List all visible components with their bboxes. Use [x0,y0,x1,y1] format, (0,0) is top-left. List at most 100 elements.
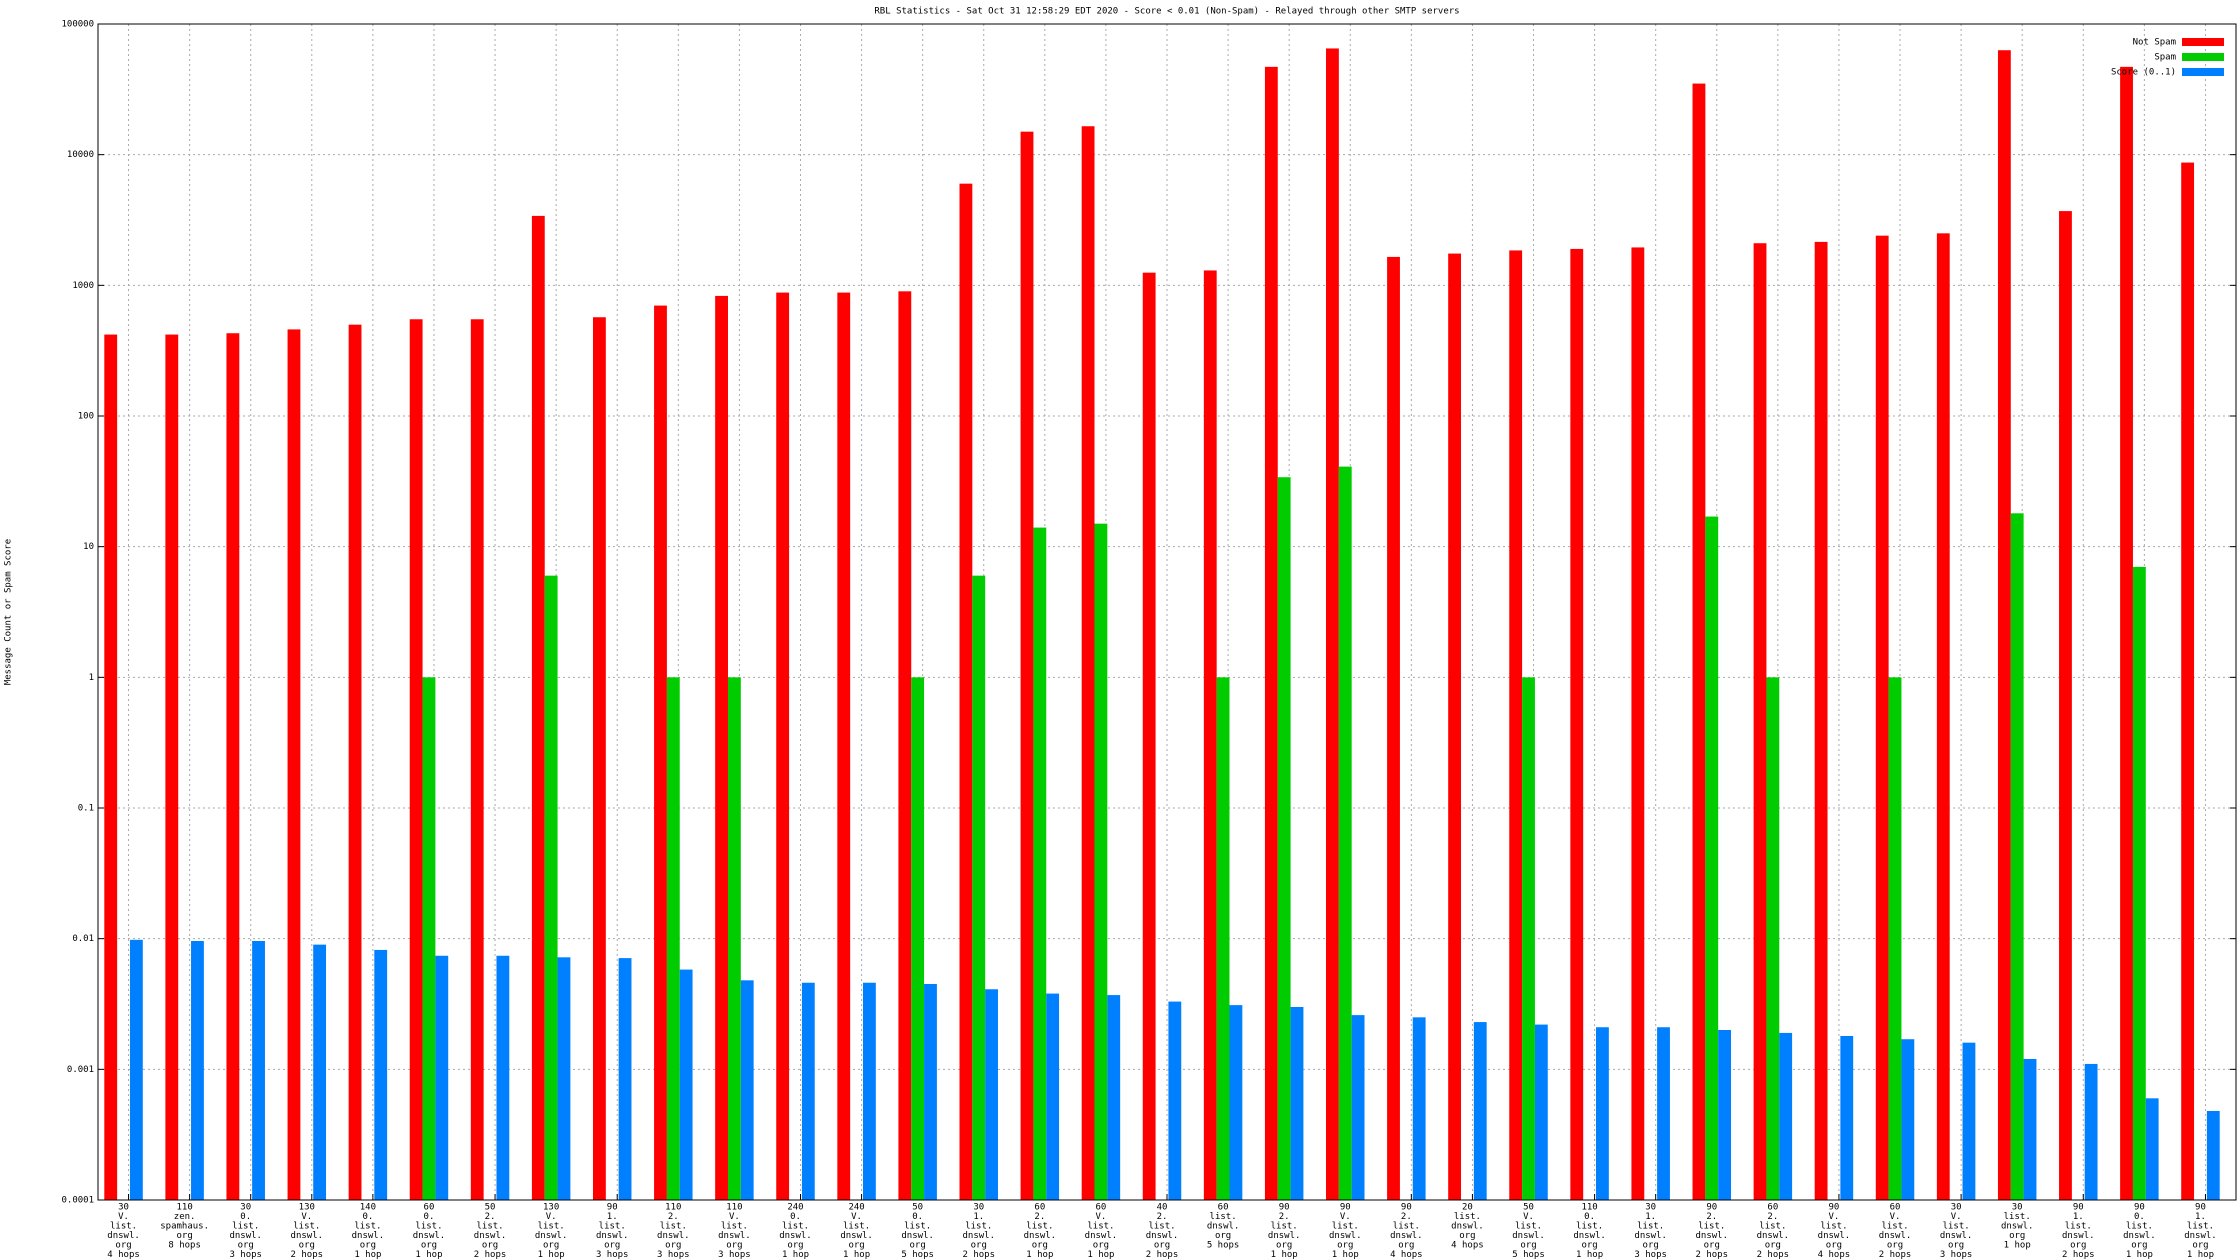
x-tick-label: org [115,1241,131,1251]
bar [1473,1022,1487,1200]
x-tick-label: dnswl. [2123,1231,2156,1241]
x-tick-label: spamhaus. [160,1222,209,1232]
bar [666,677,680,1200]
bar [1142,272,1156,1200]
x-tick-label: 30 [240,1203,251,1213]
bar [924,983,937,1200]
bar [1814,241,1828,1200]
x-tick-label: dnswl. [840,1231,873,1241]
x-tick-label: list. [965,1222,992,1232]
x-tick-label: 1 hop [2126,1250,2153,1260]
bar [470,319,484,1200]
bar [972,575,986,1200]
x-tick-label: 20 [1462,1203,1473,1213]
bar [496,955,510,1200]
x-tick-label: org [2070,1241,2086,1251]
x-tick-label: org [726,1241,742,1251]
x-tick-label: 0. [912,1212,923,1222]
x-tick-label: org [238,1241,254,1251]
bar [544,575,558,1200]
x-tick-label: V. [1890,1212,1901,1222]
bar [618,958,632,1200]
x-tick-label: org [1093,1241,1109,1251]
x-tick-label: dnswl. [413,1231,446,1241]
x-tick-label: dnswl. [718,1231,751,1241]
y-tick-label: 100000 [61,20,94,30]
x-tick-label: 1 hop [1332,1250,1359,1260]
x-tick-label: dnswl. [1696,1231,1729,1241]
bar [2181,162,2195,1201]
bar [191,940,204,1200]
x-tick-label: 1 hop [1576,1250,1603,1260]
x-tick-label: org [2131,1241,2147,1251]
y-tick-label: 10 [83,542,94,552]
legend-swatch [2182,68,2224,76]
bar [1290,1006,1304,1200]
x-tick-label: list. [782,1222,809,1232]
x-tick-label: list. [232,1222,259,1232]
x-tick-label: 3 hops [596,1250,629,1260]
x-tick-label: 2 hops [1757,1250,1790,1260]
x-tick-label: 60 [424,1203,435,1213]
x-tick-label: 1 hop [1026,1250,1053,1260]
x-tick-label: 0. [362,1212,373,1222]
x-tick-label: dnswl. [657,1231,690,1241]
x-tick-label: list. [2126,1222,2153,1232]
bar [1962,1042,1976,1200]
legend-swatch [2182,38,2224,46]
x-tick-label: list. [1087,1222,1114,1232]
x-tick-label: 4 hops [1818,1250,1851,1260]
bar [592,317,606,1200]
x-tick-label: 130 [299,1203,315,1213]
bar [165,334,179,1200]
plot-frame [97,23,2237,1201]
bar [1901,1039,1915,1200]
bar [715,295,728,1201]
x-tick-label: org [665,1241,681,1251]
bar [129,939,143,1200]
bar [1264,66,1278,1201]
bar [1168,1001,1182,1200]
x-tick-label: dnswl. [596,1231,629,1241]
x-tick-label: 60 [1767,1203,1778,1213]
x-tick-label: list. [1637,1222,1664,1232]
bar [1094,523,1108,1200]
bar [1522,677,1535,1200]
x-tick-label: org [2192,1241,2208,1251]
x-tick-label: org [482,1241,498,1251]
x-tick-label: dnswl. [1757,1231,1790,1241]
x-tick-label: 60 [1890,1203,1901,1213]
x-tick-label: 30 [1645,1203,1656,1213]
x-tick-label: 50 [485,1203,496,1213]
x-tick-label: 0. [2134,1212,2145,1222]
bar [313,944,327,1200]
x-tick-label: dnswl. [535,1231,568,1241]
bar [557,957,571,1200]
x-tick-label: list. [599,1222,626,1232]
x-tick-label: 110 [665,1203,681,1213]
x-tick-label: 8 hops [168,1241,201,1251]
bar [679,969,693,1200]
bar [801,982,815,1200]
x-tick-label: org [1826,1241,1842,1251]
x-tick-label: 2 hops [1146,1250,1179,1260]
y-tick-label: 0.01 [72,934,94,944]
legend-label: Spam [2154,53,2176,63]
x-tick-label: 90 [1340,1203,1351,1213]
x-tick-label: 2. [1279,1212,1290,1222]
x-tick-label: 30 [1951,1203,1962,1213]
bar [1448,253,1462,1200]
bar [1657,1027,1670,1200]
x-tick-label: list. [1332,1222,1359,1232]
x-tick-label: org [2009,1231,2025,1241]
x-tick-label: 1 hop [2004,1241,2031,1251]
x-tick-label: 3 hops [229,1250,262,1260]
x-tick-label: 4 hops [107,1250,140,1260]
bar [1229,1005,1243,1200]
x-tick-label: 90 [2195,1203,2206,1213]
x-tick-label: 110 [726,1203,742,1213]
bar [2145,1098,2159,1200]
x-tick-label: list. [904,1222,931,1232]
x-tick-label: 1. [973,1212,984,1222]
